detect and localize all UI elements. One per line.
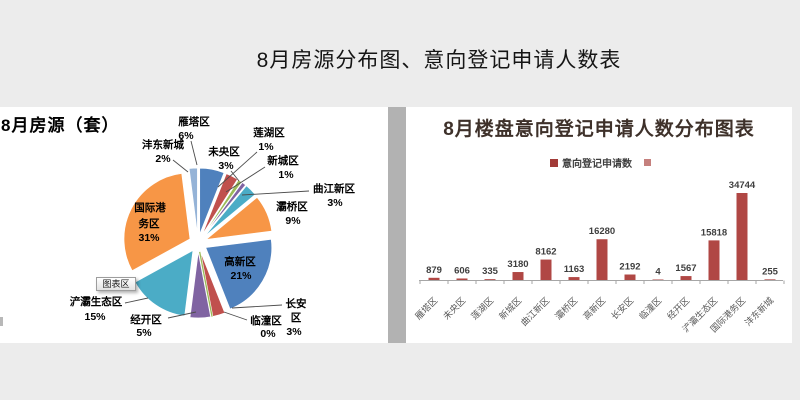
bar-11[interactable] [736, 193, 748, 280]
bar-chart-legend: 意向登记申请数 [550, 155, 651, 170]
pie-label-0: 雁塔区 [178, 115, 210, 128]
pie-slice-5[interactable] [205, 196, 273, 240]
bar-value-label-11: 34744 [729, 180, 756, 191]
pie-label-3: 新城区 [267, 154, 299, 167]
pie-label-11: 务区 [139, 217, 160, 230]
bar-2[interactable] [484, 279, 496, 280]
pie-leader-line-7 [231, 304, 283, 309]
pie-leader-line-10 [124, 297, 149, 304]
pie-chart-panel: 8月房源（套） 雁塔区 6% 未央区 3% 莲湖区 1% 新城区 1% 曲江新区 3% 灞桥区 9% 高… [0, 107, 388, 343]
pie-label-1: 3% [218, 160, 234, 172]
bar-chart: 879 雁塔区 606 未央区 335 莲湖区 3180 新城区 8162 曲江新区 1163 灞桥区… [413, 180, 785, 334]
pie-label-8: 临潼区 [250, 314, 282, 327]
pie-label-7: 长安 [286, 297, 307, 310]
pie-leader-line-8 [223, 311, 248, 321]
bar-0[interactable] [428, 277, 440, 280]
pie-label-3: 1% [278, 169, 294, 181]
chart-area-tooltip: 图表区 [96, 277, 136, 291]
bar-value-label-8: 4 [655, 267, 661, 278]
bar-category-label-12: 沣东新城 [742, 295, 775, 328]
bar-10[interactable] [708, 240, 720, 280]
bar-category-label-3: 新城区 [497, 295, 524, 322]
bar-4[interactable] [540, 259, 552, 280]
legend-marker-secondary-icon [644, 159, 651, 166]
bar-value-label-7: 2192 [619, 262, 640, 273]
pie-label-10: 浐灞生态区 [70, 295, 123, 308]
pie-label-5: 9% [285, 215, 301, 227]
bar-3[interactable] [512, 272, 524, 280]
pie-label-2: 莲湖区 [253, 126, 285, 139]
pie-label-6: 21% [230, 270, 252, 282]
bar-value-label-2: 335 [482, 266, 499, 277]
bar-9[interactable] [680, 276, 692, 280]
bar-value-label-4: 8162 [535, 247, 556, 258]
pie-label-2: 1% [258, 141, 274, 153]
pie-leader-line-1 [230, 170, 240, 182]
bar-value-label-1: 606 [454, 265, 470, 276]
bar-1[interactable] [456, 278, 468, 280]
legend-marker-icon [550, 158, 558, 167]
bar-12[interactable] [764, 279, 776, 280]
bar-category-label-6: 高新区 [581, 295, 608, 322]
bar-value-label-10: 15818 [701, 227, 727, 238]
bar-value-label-5: 1163 [564, 264, 585, 275]
pie-label-11: 国际港 [134, 201, 166, 214]
bar-category-label-9: 经开区 [665, 295, 692, 322]
bar-7[interactable] [624, 274, 636, 280]
pie-label-4: 曲江新区 [313, 182, 355, 195]
pie-leader-line-12 [172, 159, 189, 173]
pie-leader-line-0 [190, 140, 198, 166]
pie-label-8: 0% [260, 328, 276, 340]
pie-label-7: 3% [286, 326, 302, 338]
pie-slice-9[interactable] [189, 251, 212, 319]
bar-category-label-8: 临潼区 [637, 295, 664, 322]
pie-slice-3[interactable] [203, 182, 247, 237]
pie-chart: 雁塔区6%未央区3%莲湖区1%新城区1%曲江新区3%灞桥区9%高新区21%长安区… [70, 115, 356, 340]
pie-slice-10[interactable] [134, 249, 194, 317]
bar-value-label-3: 3180 [507, 259, 528, 270]
pie-label-0: 6% [178, 130, 194, 142]
pie-slice-12[interactable] [188, 167, 198, 235]
pie-slice-8[interactable] [199, 251, 213, 317]
bar-8[interactable] [652, 279, 664, 281]
bar-category-label-0: 雁塔区 [413, 295, 440, 322]
pie-leader-line-4 [241, 190, 310, 196]
pie-label-4: 3% [327, 197, 343, 209]
pie-label-9: 经开区 [130, 313, 162, 326]
bar-category-label-2: 莲湖区 [469, 295, 496, 322]
pie-chart-title: 8月房源（套） [1, 116, 120, 135]
bar-value-label-12: 255 [762, 266, 779, 277]
pie-label-1: 未央区 [207, 145, 240, 158]
pie-leader-line-3 [225, 166, 266, 193]
page-title: 8月房源分布图、意向登记申请人数表 [256, 49, 622, 72]
bar-chart-title: 8月楼盘意向登记申请人数分布图表 [443, 119, 755, 140]
pie-label-12: 2% [155, 153, 171, 165]
legend-label: 意向登记申请数 [562, 159, 632, 170]
bar-category-label-1: 未央区 [441, 295, 468, 322]
bar-6[interactable] [596, 239, 608, 280]
panel-divider [388, 107, 406, 343]
bar-category-label-5: 灞桥区 [553, 295, 580, 322]
pie-slice-6[interactable] [205, 238, 273, 310]
bar-chart-panel: 8月楼盘意向登记申请人数分布图表 意向登记申请数 879 雁塔区 606 未央区 335… [406, 107, 792, 343]
bar-value-label-0: 879 [426, 265, 442, 276]
pie-label-7: 区 [291, 312, 302, 324]
bar-value-label-6: 16280 [589, 226, 615, 237]
bar-category-label-7: 长安区 [609, 295, 636, 322]
pie-label-10: 15% [84, 311, 106, 323]
pie-label-9: 5% [136, 327, 152, 339]
pie-label-11: 31% [138, 232, 160, 244]
pie-label-5: 灞桥区 [276, 200, 308, 213]
pie-slice-7[interactable] [200, 251, 226, 317]
bar-category-label-4: 曲江新区 [518, 295, 551, 328]
bar-5[interactable] [568, 277, 580, 280]
pie-label-12: 沣东新城 [142, 138, 184, 151]
pie-leader-line-2 [217, 151, 258, 188]
bar-value-label-9: 1567 [675, 263, 696, 274]
screen-artifact [0, 317, 3, 326]
pie-label-6: 高新区 [224, 255, 256, 268]
pie-slice-0[interactable] [199, 167, 225, 235]
pie-leader-line-9 [167, 311, 197, 319]
pie-slice-11[interactable] [123, 173, 191, 272]
